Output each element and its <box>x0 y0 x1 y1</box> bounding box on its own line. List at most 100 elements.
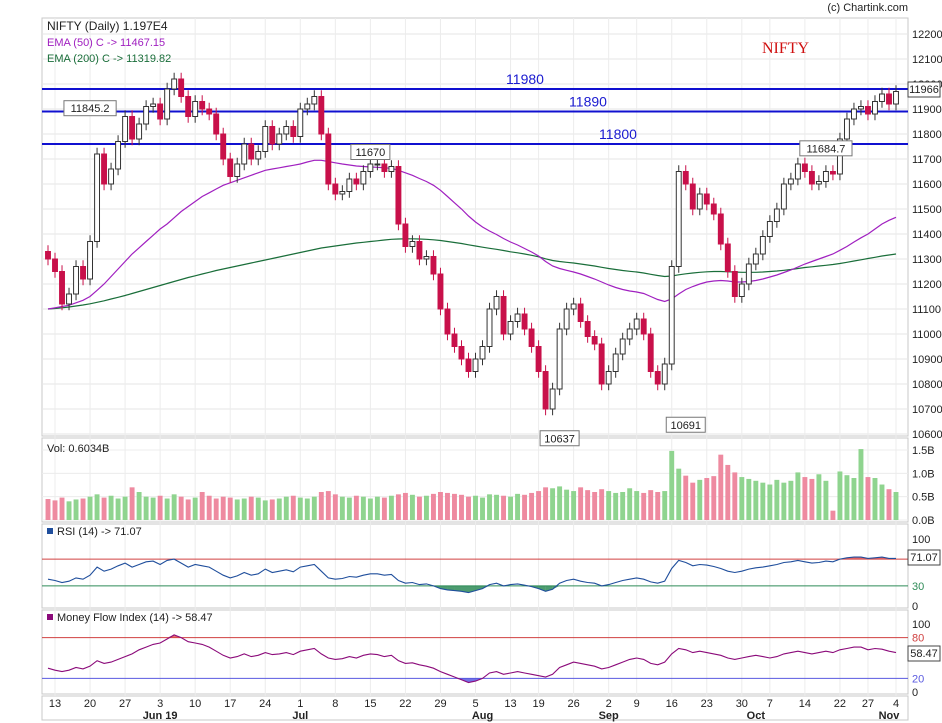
candle-body <box>304 103 311 110</box>
volume-bar <box>438 492 443 520</box>
candle-body <box>486 308 493 347</box>
x-day-label: 22 <box>834 698 846 710</box>
candle-body <box>724 243 731 272</box>
x-day-label: 9 <box>634 698 640 710</box>
rsi-y-tick: 0 <box>912 601 918 613</box>
price-y-tick: 11800 <box>912 129 942 141</box>
volume-bar <box>423 495 429 520</box>
candle-body <box>535 346 542 372</box>
volume-bar <box>704 478 710 520</box>
volume-bar <box>220 496 226 520</box>
volume-bar <box>662 491 668 520</box>
volume-bar <box>269 499 275 520</box>
candle-body <box>640 318 647 335</box>
volume-bar <box>809 478 815 520</box>
volume-bar <box>886 489 892 520</box>
volume-bar <box>683 475 689 520</box>
candle-body <box>199 101 206 110</box>
callout-label: 10691 <box>670 420 701 432</box>
callout-box <box>350 144 391 160</box>
copyright: (c) Chartink.com <box>827 2 908 14</box>
candle-body <box>605 371 612 385</box>
volume-bar <box>416 496 422 520</box>
volume-bar <box>283 496 289 520</box>
rsi-panel-frame <box>41 523 909 609</box>
candle-body <box>787 178 794 185</box>
price-y-tick: 11000 <box>912 329 942 341</box>
volume-bar <box>143 496 149 520</box>
volume-bar <box>213 498 219 520</box>
volume-bar <box>325 491 331 520</box>
candle-body <box>879 93 885 102</box>
volume-bar <box>543 487 549 520</box>
x-day-label: 15 <box>364 698 376 710</box>
x-day-label: 16 <box>666 698 678 710</box>
candle-body <box>745 263 752 285</box>
x-day-label: 24 <box>259 698 271 710</box>
x-day-label: 3 <box>157 698 163 710</box>
volume-bar <box>767 484 773 520</box>
candle-body <box>374 163 381 166</box>
x-day-label: 2 <box>606 698 612 710</box>
candle-body <box>752 253 759 265</box>
volume-bar <box>466 496 471 520</box>
candle-body <box>325 133 332 185</box>
candles <box>45 72 899 416</box>
rsi-legend-swatch <box>47 528 53 534</box>
callout-box <box>799 140 853 157</box>
volume-bar <box>360 496 366 520</box>
candle-body <box>738 283 745 297</box>
rsi-oversold-fill <box>545 585 553 592</box>
candle-body <box>773 208 780 222</box>
mfi-line <box>47 634 897 684</box>
volume-bar <box>487 494 492 520</box>
candle-body <box>423 256 430 260</box>
candle-body <box>234 163 241 177</box>
volume-bar <box>185 499 191 520</box>
level-label: 11980 <box>506 71 544 87</box>
x-month-label: Jul <box>292 710 308 722</box>
callout-label: 11684.7 <box>806 143 845 155</box>
candle-body <box>143 106 150 125</box>
candle-body <box>521 313 528 330</box>
volume-bar <box>529 492 535 520</box>
mfi-series <box>42 634 908 684</box>
watermark: NIFTY <box>762 40 810 57</box>
rsi-title: RSI (14) -> 71.07 <box>57 526 142 538</box>
price-y-tick: 10900 <box>912 354 942 366</box>
candle-body <box>612 353 619 372</box>
x-day-label: 1 <box>297 698 303 710</box>
candle-body <box>479 346 486 360</box>
volume-bars <box>42 449 908 521</box>
candle-body <box>437 273 444 310</box>
volume-bar <box>374 496 380 520</box>
candle-body <box>801 163 808 172</box>
candle-body <box>129 116 136 140</box>
candle-body <box>290 126 297 137</box>
volume-bar <box>641 492 647 520</box>
volume-bar <box>402 492 408 520</box>
candle-body <box>115 141 122 170</box>
ema-lines <box>47 159 897 310</box>
candle-body <box>136 123 143 140</box>
candle-body <box>766 221 773 237</box>
volume-bar <box>276 498 282 520</box>
candle-body <box>311 96 318 105</box>
volume-bar <box>837 471 843 520</box>
volume-bar <box>676 468 682 520</box>
volume-bar <box>823 480 829 520</box>
candle-body <box>549 388 556 410</box>
volume-bar <box>122 496 128 520</box>
ema50-line <box>47 159 897 310</box>
volume-bar <box>830 510 836 520</box>
volume-bar <box>571 491 577 520</box>
x-month-label: Nov <box>879 710 901 722</box>
volume-bar <box>45 499 51 520</box>
volume-bar <box>613 492 619 520</box>
candle-body <box>472 358 479 372</box>
x-day-label: 23 <box>701 698 713 710</box>
volume-bar <box>101 497 107 520</box>
x-day-label: 30 <box>736 698 748 710</box>
x-day-label: 19 <box>532 698 544 710</box>
rsi-series <box>42 556 908 594</box>
